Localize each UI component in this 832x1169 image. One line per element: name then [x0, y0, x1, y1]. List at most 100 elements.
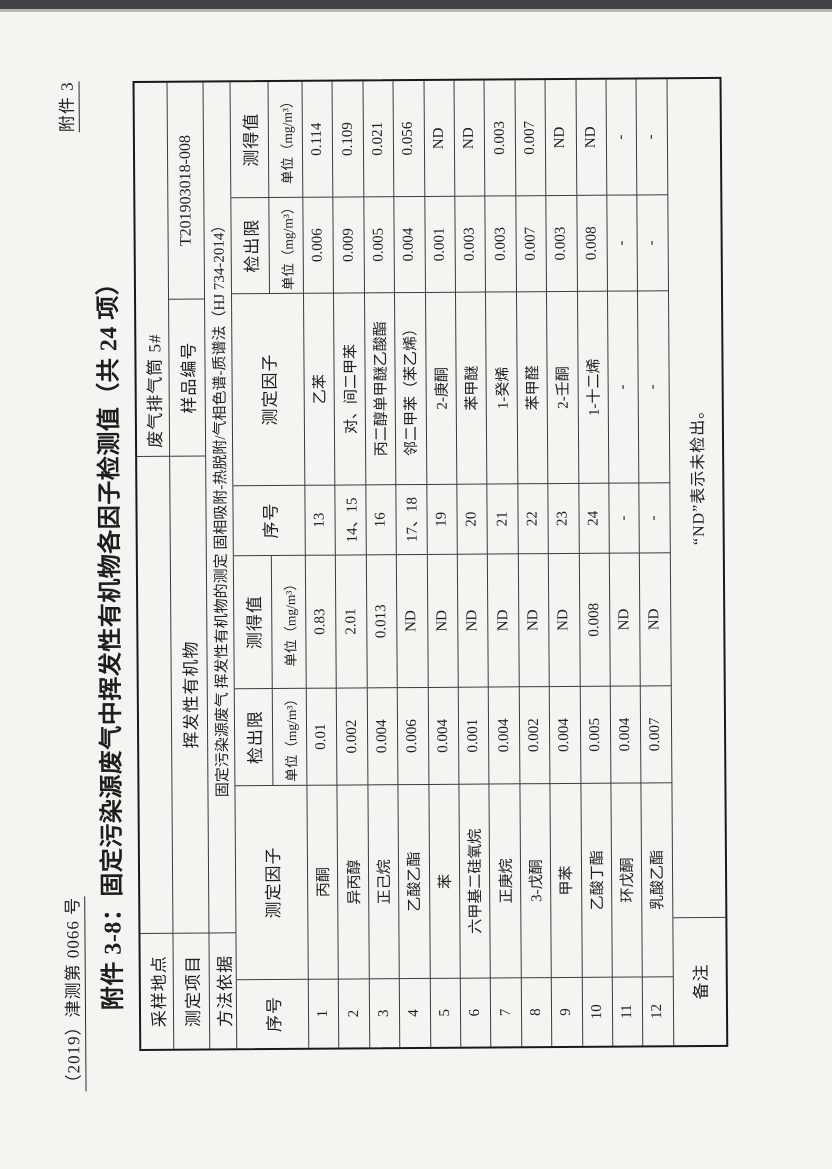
- scanner-edge-shadow: [0, 9, 832, 12]
- table-cell: ND: [548, 552, 581, 687]
- table-cell: 乙苯: [303, 292, 336, 485]
- table-cell: 乳酸乙酯: [641, 782, 674, 977]
- table-cell: ND: [454, 80, 486, 196]
- scanner-edge-band: [0, 0, 832, 9]
- table-cell: 六甲基二硅氧烷: [459, 783, 492, 978]
- sampling-site-label: 采样地点: [140, 932, 174, 1049]
- doc-header-line: （2019）津测第 0066 号 附件 3: [52, 7, 87, 1157]
- table-cell: -: [607, 194, 639, 291]
- table-cell: 21: [487, 483, 519, 554]
- table-cell: 24: [578, 482, 610, 553]
- table-cell: 0.013: [366, 554, 398, 688]
- table-cell: 0.01: [306, 687, 338, 785]
- table-cell: -: [636, 79, 669, 195]
- table-cell: 6: [460, 977, 492, 1047]
- table-cell: ND: [457, 553, 490, 687]
- table-cell: 0.021: [363, 81, 395, 197]
- project-value: 挥发性有机物: [170, 455, 209, 933]
- header-unit-dl-left: 单位（mg/m³）: [272, 687, 308, 786]
- table-cell: 0.004: [610, 685, 642, 783]
- sample-no-label: 样品编号: [169, 298, 206, 456]
- table-cell: 丙酮: [307, 784, 340, 979]
- table-cell: 乙酸丁酯: [580, 782, 613, 977]
- method-label: 方法依据: [209, 932, 237, 1049]
- table-cell: -: [638, 290, 671, 483]
- table-cell: -: [637, 194, 669, 291]
- table-cell: 苯甲醛: [516, 291, 549, 484]
- table-cell: 1-十二烯: [577, 290, 610, 483]
- table-cell: 1: [308, 978, 340, 1048]
- table-cell: 0.004: [428, 686, 460, 784]
- table-cell: 5: [430, 977, 462, 1047]
- table-cell: 对、间二甲苯: [334, 292, 367, 485]
- table-cell: 22: [518, 483, 549, 554]
- remark-row: 备注 “ND”表示未检出。: [667, 79, 726, 1046]
- table-cell: 1-癸烯: [486, 291, 519, 484]
- table-cell: 19: [426, 483, 458, 554]
- header-measured-left: 测得值: [233, 555, 273, 689]
- table-cell: ND: [424, 80, 456, 196]
- table-cell: 苯甲醚: [455, 291, 488, 484]
- table-cell: 2-庚酮: [425, 291, 458, 484]
- table-cell: 0.008: [576, 194, 608, 291]
- table-cell: 0.007: [516, 195, 548, 292]
- table-cell: 0.001: [424, 195, 456, 292]
- table-cell: 0.003: [455, 195, 487, 292]
- project-label: 测定项目: [173, 932, 210, 1049]
- table-cell: 0.83: [305, 554, 338, 688]
- empty-cell: [137, 455, 173, 933]
- table-cell: 10: [582, 976, 614, 1046]
- page-title: 附件 3-8：固定污染源废气中挥发性有机物各因子检测值（共 24 项）: [95, 270, 127, 1011]
- table-cell: 0.003: [484, 80, 517, 196]
- table-cell: 邻二甲苯（苯乙烯）: [395, 291, 427, 485]
- table-cell: 13: [305, 484, 337, 555]
- table-cell: 3: [369, 978, 401, 1048]
- table-cell: 8: [521, 977, 553, 1047]
- document-sheet: （2019）津测第 0066 号 附件 3 附件 3-8：固定污染源废气中挥发性…: [46, 2, 794, 1157]
- sample-no-value: T201903018-008: [176, 135, 195, 247]
- header-unit-dl-right: 单位（mg/m³）: [269, 196, 304, 294]
- table-cell: 0.005: [580, 685, 612, 783]
- table-cell: ND: [609, 552, 642, 686]
- header-factor-right: 测定因子: [231, 292, 306, 486]
- table-cell: 9: [551, 976, 583, 1047]
- table-cell: ND: [545, 79, 577, 196]
- table-cell: 甲苯: [550, 782, 583, 978]
- header-detection-limit-left: 检出限: [234, 688, 274, 786]
- table-cell: 0.009: [333, 196, 365, 293]
- table-cell: 0.007: [641, 685, 673, 783]
- header-seq-right: 序号: [233, 484, 306, 556]
- table-cell: 12: [643, 976, 674, 1046]
- table-cell: 0.007: [515, 80, 547, 196]
- table-cell: 0.004: [489, 686, 521, 784]
- table-cell: 0.001: [458, 686, 490, 784]
- table-cell: 0.002: [519, 686, 551, 784]
- main-grid: 序号 测定因子 检出限 测得值 序号 测定因子 检出限 测得值 单位（mg/m³…: [230, 79, 674, 1049]
- table-cell: ND: [396, 553, 429, 688]
- table-cell: 2.01: [336, 554, 368, 688]
- report-number: （2019）津测第 0066 号: [58, 896, 87, 1092]
- table-cell: 0.109: [332, 81, 365, 197]
- table-cell: 2-壬酮: [547, 290, 579, 484]
- table-cell: 4: [399, 977, 431, 1048]
- table-cell: 0.004: [394, 195, 426, 293]
- table-cell: 0.008: [579, 552, 611, 686]
- table-cell: 0.002: [337, 687, 369, 785]
- remark-note: “ND”表示未检出。: [689, 401, 708, 546]
- table-cell: ND: [640, 552, 672, 686]
- table-cell: 2: [339, 978, 371, 1048]
- sampling-site-value: 废气排气筒 5#: [144, 333, 165, 448]
- table-cell: 16: [366, 484, 397, 555]
- table-cell: ND: [576, 79, 608, 195]
- table-cell: 0.114: [302, 81, 334, 197]
- table-cell: 0.003: [546, 194, 578, 292]
- header-measured-right: 测得值: [230, 82, 270, 198]
- table-cell: ND: [427, 553, 459, 687]
- header-unit-mv-right: 单位（mg/m³）: [268, 81, 304, 198]
- table-cell: 苯: [428, 783, 461, 978]
- header-seq-left: 序号: [236, 978, 310, 1049]
- table-cell: -: [609, 482, 641, 553]
- table-cell: 正庚烷: [489, 783, 522, 978]
- results-table: 采样地点 废气排气筒 5# 测定项目 挥发性有机物 样品编号 T20190301…: [132, 76, 728, 1051]
